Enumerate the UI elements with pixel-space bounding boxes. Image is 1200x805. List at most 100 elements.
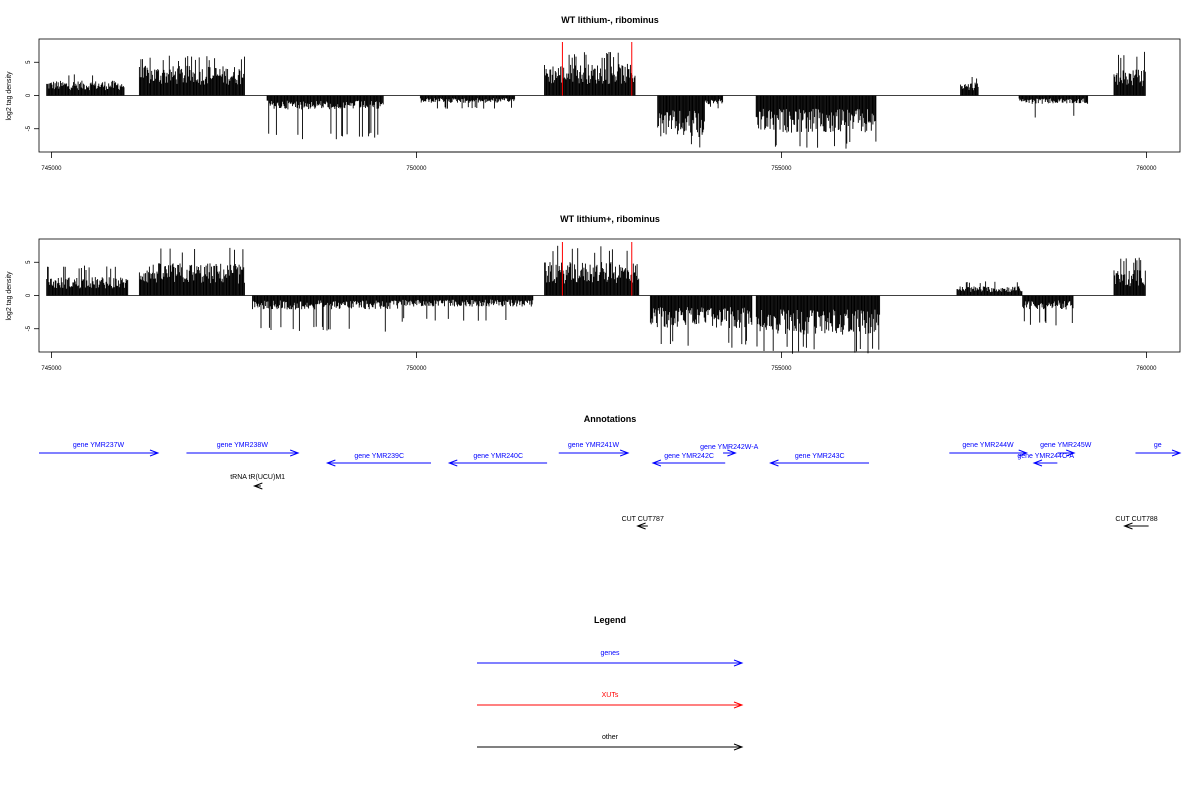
legend-arrow-head: [733, 701, 744, 709]
x-tick-label: 750000: [406, 366, 427, 372]
legend-label: XUTs: [602, 692, 619, 699]
legend-label: other: [602, 734, 619, 741]
axes: 745000 750000 755000 760000 -5 0 5: [26, 260, 1157, 372]
coverage-segment: [755, 295, 881, 354]
feature-arrow-head: [325, 459, 336, 467]
feature-label: gene YMR239C: [354, 453, 404, 460]
coverage-segment: [138, 247, 245, 296]
coverage-segment: [252, 295, 402, 332]
annotation-feature: gene YMR244C-A: [1017, 453, 1074, 467]
coverage-segment: [649, 295, 753, 348]
coverage-segment: [138, 55, 245, 96]
feature-arrow-head: [289, 449, 300, 457]
feature-label: gene YMR241W: [568, 442, 620, 449]
x-tick-label: 745000: [41, 166, 62, 172]
feature-arrow-head: [636, 522, 646, 530]
coverage-segment: [657, 95, 705, 148]
feature-label: CUT CUT788: [1115, 516, 1157, 523]
feature-label: gene YMR244W: [962, 442, 1014, 449]
annotation-feature: gene YMR243C: [769, 453, 870, 467]
feature-label: ge: [1154, 442, 1162, 449]
feature-arrow-head: [769, 459, 779, 467]
coverage-segment: [1113, 51, 1146, 96]
annotation-feature: gene YMR237W: [39, 442, 160, 457]
coverage-segment: [266, 95, 384, 140]
annotation-feature: gene YMR245W: [1040, 442, 1092, 457]
legend-arrow-head: [733, 743, 744, 751]
coverage-segment: [401, 295, 534, 322]
feature-label: gene YMR238W: [217, 442, 269, 449]
coverage-segment: [46, 265, 129, 296]
annotations-panel: Annotations gene YMR237W gene YMR238Wgene…: [39, 414, 1182, 530]
coverage-segment: [755, 95, 877, 149]
feature-arrow-head: [651, 459, 662, 467]
y-tick-label: 0: [26, 93, 32, 97]
x-tick-label: 750000: [406, 166, 427, 172]
feature-label: gene YMR237W: [73, 442, 125, 449]
feature-label: gene YMR242C: [664, 453, 714, 460]
coverage-segment: [704, 95, 724, 109]
coverage-segment: [419, 95, 516, 109]
coverage-segment: [960, 77, 979, 96]
feature-arrow-head: [1032, 459, 1043, 467]
annotation-feature: CUT CUT788: [1115, 516, 1158, 530]
feature-arrow-head: [1065, 449, 1076, 457]
feature-label: gene YMR242W-A: [700, 444, 758, 451]
feature-arrow-head: [252, 482, 263, 490]
coverage-segment: [1022, 295, 1074, 326]
coverage-bars: [46, 242, 1146, 354]
coverage-segment: [956, 281, 1023, 296]
annotation-features: gene YMR237W gene YMR238W gene YMR239C gene…: [39, 442, 1182, 530]
feature-label: gene YMR244C-A: [1017, 453, 1074, 460]
feature-arrow-head: [1018, 449, 1029, 457]
feature-label: gene YMR243C: [795, 453, 845, 460]
panel-title: WT lithium-, ribominus: [561, 15, 659, 25]
legend-item: genes: [477, 650, 744, 667]
feature-label: gene YMR245W: [1040, 442, 1092, 449]
legend-panel: Legend genes XUTs other: [477, 615, 744, 751]
legend-title: Legend: [594, 615, 626, 625]
coverage-segment: [1018, 95, 1089, 118]
annotations-title: Annotations: [584, 414, 637, 424]
x-tick-label: 760000: [1136, 166, 1157, 172]
annotation-feature: tRNA tR(UCU)M1: [230, 474, 285, 490]
feature-arrow-head: [149, 449, 160, 457]
legend-items: genes XUTs other: [477, 650, 744, 751]
track-panel-lithium-minus: WT lithium-, ribominus log2 tag density …: [6, 15, 1181, 172]
feature-label: tRNA tR(UCU)M1: [230, 474, 285, 481]
feature-arrow-head: [619, 449, 630, 457]
legend-label: genes: [600, 650, 620, 657]
annotation-feature: gene YMR239C: [325, 453, 432, 467]
axes: 745000 750000 755000 760000 -5 0 5: [26, 60, 1157, 172]
legend-item: XUTs: [477, 692, 744, 709]
annotation-feature: gene YMR240C: [447, 453, 548, 467]
x-tick-label: 745000: [41, 366, 62, 372]
annotation-feature: gene YMR242C: [651, 453, 726, 467]
track-panel-lithium-plus: WT lithium+, ribominus log2 tag density …: [6, 214, 1181, 372]
feature-label: CUT CUT787: [622, 516, 664, 523]
coverage-bars: [46, 42, 1146, 149]
y-tick-label: -5: [26, 325, 32, 331]
y-axis-label: log2 tag density: [6, 71, 13, 121]
feature-arrow-head: [1123, 522, 1133, 530]
y-tick-label: 0: [26, 293, 32, 297]
x-tick-label: 760000: [1136, 366, 1157, 372]
feature-arrow-head: [727, 449, 737, 457]
y-tick-label: 5: [26, 60, 32, 64]
y-tick-label: -5: [26, 125, 32, 131]
panel-title: WT lithium+, ribominus: [560, 214, 660, 224]
feature-arrow-head: [1171, 449, 1182, 457]
legend-item: other: [477, 734, 744, 751]
coverage-segment: [544, 245, 640, 296]
legend-arrow-head: [733, 659, 744, 667]
annotation-feature: gene YMR244W: [949, 442, 1029, 457]
y-axis-label: log2 tag density: [6, 271, 13, 321]
annotation-feature: CUT CUT787: [622, 516, 664, 530]
coverage-segment: [46, 74, 125, 96]
y-tick-label: 5: [26, 260, 32, 264]
annotation-feature: ge: [1135, 442, 1182, 457]
annotation-feature: gene YMR242W-A: [700, 444, 759, 457]
x-tick-label: 755000: [771, 366, 792, 372]
annotation-feature: gene YMR241W: [558, 442, 630, 457]
